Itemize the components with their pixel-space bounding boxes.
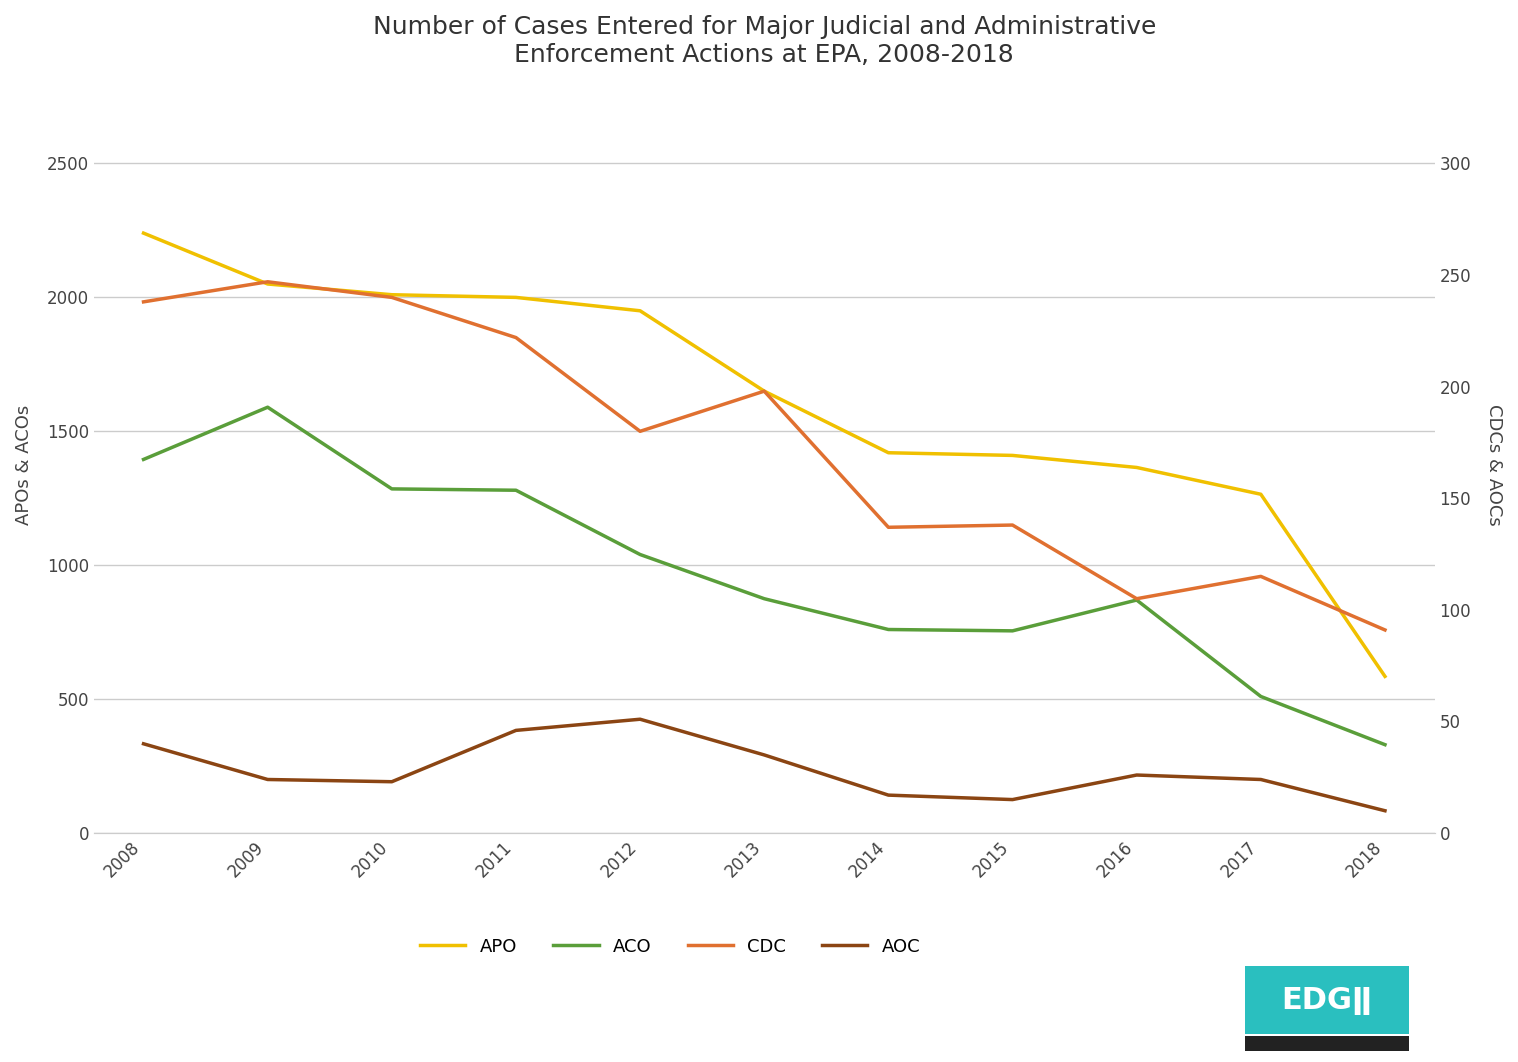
CDC bbox=[507, 331, 525, 344]
Text: EDGǁ: EDGǁ bbox=[1281, 986, 1372, 1015]
CDC bbox=[135, 295, 153, 308]
APO bbox=[383, 289, 401, 302]
APO bbox=[1003, 449, 1022, 462]
CDC bbox=[258, 275, 276, 288]
APO bbox=[879, 446, 897, 459]
CDC bbox=[754, 384, 773, 397]
Y-axis label: APOs & ACOs: APOs & ACOs bbox=[15, 405, 33, 525]
CDC bbox=[383, 291, 401, 304]
Bar bbox=[1245, 1037, 1409, 1051]
AOC bbox=[135, 737, 153, 750]
Line: AOC: AOC bbox=[144, 719, 1384, 810]
CDC bbox=[1128, 593, 1146, 605]
APO bbox=[507, 291, 525, 304]
Bar bbox=[1245, 966, 1409, 1034]
ACO bbox=[879, 623, 897, 636]
APO bbox=[135, 227, 153, 240]
Line: ACO: ACO bbox=[144, 407, 1384, 744]
Legend: APO, ACO, CDC, AOC: APO, ACO, CDC, AOC bbox=[413, 930, 927, 963]
CDC bbox=[1252, 570, 1271, 583]
ACO bbox=[631, 548, 650, 561]
APO bbox=[754, 384, 773, 397]
AOC bbox=[879, 789, 897, 802]
ACO bbox=[507, 484, 525, 497]
CDC bbox=[631, 425, 650, 438]
AOC bbox=[1128, 769, 1146, 782]
ACO bbox=[135, 453, 153, 466]
AOC bbox=[754, 749, 773, 761]
Line: CDC: CDC bbox=[144, 281, 1384, 630]
AOC bbox=[1375, 804, 1394, 817]
ACO bbox=[754, 593, 773, 605]
ACO bbox=[1252, 690, 1271, 703]
CDC bbox=[1375, 623, 1394, 636]
ACO bbox=[258, 400, 276, 413]
ACO bbox=[1375, 738, 1394, 751]
Title: Number of Cases Entered for Major Judicial and Administrative
Enforcement Action: Number of Cases Entered for Major Judici… bbox=[372, 15, 1155, 67]
ACO bbox=[383, 482, 401, 495]
AOC bbox=[507, 724, 525, 737]
ACO bbox=[1128, 594, 1146, 606]
Line: APO: APO bbox=[144, 234, 1384, 676]
AOC bbox=[1252, 773, 1271, 786]
CDC bbox=[879, 521, 897, 534]
APO bbox=[631, 305, 650, 318]
APO bbox=[1128, 461, 1146, 474]
APO bbox=[1375, 670, 1394, 683]
APO bbox=[258, 277, 276, 290]
AOC bbox=[258, 773, 276, 786]
CDC bbox=[1003, 518, 1022, 531]
APO bbox=[1252, 487, 1271, 500]
ACO bbox=[1003, 624, 1022, 637]
Y-axis label: CDCs & AOCs: CDCs & AOCs bbox=[1485, 404, 1503, 526]
AOC bbox=[1003, 793, 1022, 806]
AOC bbox=[631, 713, 650, 725]
AOC bbox=[383, 775, 401, 788]
